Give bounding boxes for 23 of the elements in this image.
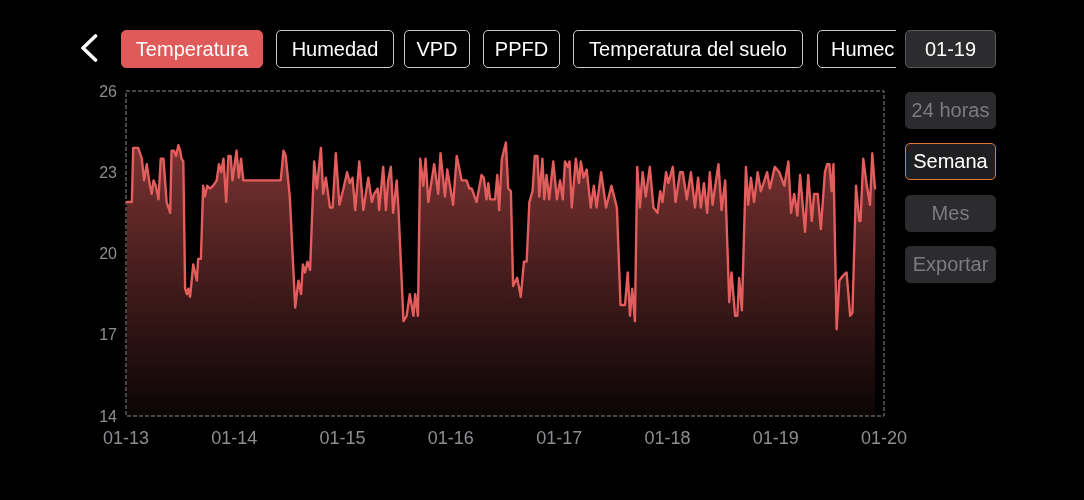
period-button: Mes	[905, 195, 996, 232]
x-tick-label: 01-19	[752, 428, 799, 448]
x-tick-label: 01-14	[211, 428, 258, 448]
tab-button: VPD	[404, 30, 470, 68]
y-tick-label: 23	[99, 163, 118, 181]
y-tick-label: 20	[99, 245, 118, 262]
date-button: 01-19	[905, 30, 996, 68]
x-tick-label: 01-16	[427, 428, 474, 448]
y-tick-label: 17	[99, 326, 118, 344]
tab-button: Temperatura	[121, 30, 263, 68]
x-tick-label: 01-13	[102, 428, 150, 448]
tab-button: Humedad	[276, 30, 394, 68]
y-tick-label: 26	[99, 82, 118, 100]
x-tick-label: 01-15	[319, 428, 366, 448]
x-tick-label: 01-17	[536, 428, 583, 448]
tab-button: Temperatura del suelo	[573, 30, 803, 68]
period-button: 24 horas	[905, 92, 996, 129]
period-button: Semana	[905, 143, 996, 180]
tab-button: PPFD	[483, 30, 560, 68]
period-button: Exportar	[905, 246, 996, 283]
y-tick-label: 14	[99, 407, 118, 425]
x-tick-label: 01-20	[860, 428, 908, 448]
x-tick-label: 01-18	[644, 428, 691, 448]
